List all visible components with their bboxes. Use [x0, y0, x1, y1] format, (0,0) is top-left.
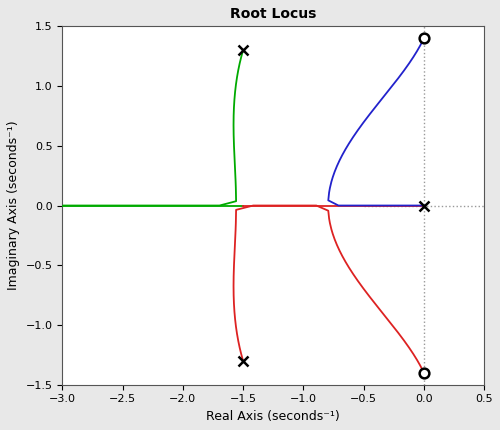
Y-axis label: Imaginary Axis (seconds⁻¹): Imaginary Axis (seconds⁻¹) [7, 121, 20, 290]
X-axis label: Real Axis (seconds⁻¹): Real Axis (seconds⁻¹) [206, 410, 340, 423]
Title: Root Locus: Root Locus [230, 7, 316, 21]
